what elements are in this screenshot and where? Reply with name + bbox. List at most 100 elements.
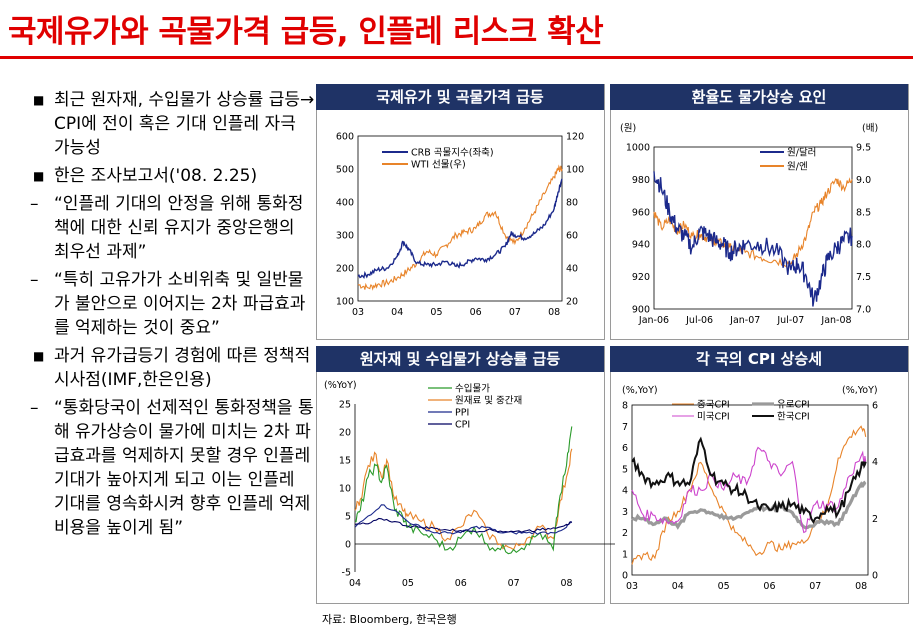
x-tick-label: 06 [470,307,482,318]
bullet-item: – “통화당국이 선제적인 통화정책을 통해 유가상승이 물가에 미치는 2차 파… [30,396,315,540]
y-tick-label: 40 [566,264,578,275]
y-tick-label: 8.5 [856,207,871,218]
y-tick-label: 7.0 [856,305,871,316]
bullet-list: ■ 최근 원자재, 수입물가 상승률 급등→ CPI에 전이 혹은 기대 인플레 … [30,88,315,544]
y-axis-unit: (%YoY) [324,380,357,391]
series-line-0 [631,425,867,565]
y-tick-label: 500 [336,165,354,176]
y-tick-label: 0 [345,540,351,551]
legend-label: 수입물가 [455,383,490,395]
y-tick-label: 1000 [626,143,650,154]
legend-label: WTI 선물(우) [411,160,466,171]
y-tick-label: 300 [336,231,354,242]
x-tick-label: 03 [626,581,638,592]
y-tick-label: 980 [632,175,650,186]
x-tick-label: 07 [509,307,521,318]
y-tick-label: 0 [872,571,878,582]
legend-label: CPI [455,420,470,431]
bullet-text: 과거 유가급등기 경험에 따른 정책적 시사점(IMF,한은인용) [54,346,311,390]
series-line-crb [357,178,563,280]
y-tick-label: 960 [632,207,650,218]
y-tick-label: 6 [872,401,878,412]
x-tick-label: 07 [809,581,821,592]
y-axis-unit-right: (배) [862,123,878,134]
y-tick-label: 10 [339,484,351,495]
y-tick-label: 80 [566,198,578,209]
x-tick-label: 05 [402,578,414,589]
y-tick-label: 120 [566,132,584,143]
legend-label: 원/달러 [787,147,816,159]
x-tick-label: 04 [672,581,684,592]
plot-frame [653,146,853,310]
bullet-marker: ■ [33,169,45,183]
x-tick-label: Jan-08 [820,315,851,326]
y-tick-label: 2 [622,528,628,539]
y-tick-label: 100 [336,297,354,308]
x-tick-label: 05 [718,581,730,592]
y-tick-label: 920 [632,272,650,283]
bullet-text: “특히 고유가가 소비위축 및 일반물가 불안으로 이어지는 2차 파급효과를 … [54,270,306,338]
chart-panel-oil-grain [316,84,605,340]
legend-label: 원/엔 [787,162,808,173]
x-tick-label: 08 [548,307,560,318]
bullet-item: – “특히 고유가가 소비위축 및 일반물가 불안으로 이어지는 2차 파급효과를… [30,268,315,340]
legend-label: 유로CPI [777,400,810,411]
series-line-3 [631,436,867,524]
bullet-marker: ■ [33,349,45,363]
series-line-3 [354,517,573,533]
y-tick-label: 60 [566,231,578,242]
bullet-item: – “인플레 기대의 안정을 위해 통화정책에 대한 신뢰 유지가 중앙은행의 최… [30,192,315,264]
y-tick-label: 7 [622,422,628,433]
y-tick-label: 4 [622,486,628,497]
series-line-won-dollar [653,171,853,307]
y-tick-label: 5 [622,464,628,475]
legend-label: CRB 곡물지수(좌축) [411,148,494,159]
legend-label: 원재료 및 중간재 [455,395,522,407]
y-tick-label: 25 [339,400,351,411]
legend-label: 미국CPI [697,412,730,423]
chart-title: 국제유가 및 곡물가격 급등 [316,84,604,110]
y-tick-label: 7.5 [856,272,871,283]
y-tick-label: 1 [622,549,628,560]
y-tick-label: 9.0 [856,175,871,186]
bullet-text: 한은 조사보고서('08. 2.25) [54,166,258,186]
y-tick-label: 9.5 [856,143,871,154]
x-tick-label: 04 [391,307,403,318]
y-tick-label: 3 [622,507,628,518]
x-tick-label: 03 [352,307,364,318]
plot-frame [357,135,563,302]
y-tick-label: -5 [342,568,351,579]
y-tick-label: 940 [632,240,650,251]
y-tick-label: 8.0 [856,240,871,251]
bullet-marker: ■ [33,93,45,107]
plot-frame [631,404,869,576]
x-tick-label: 08 [560,578,572,589]
bullet-text: 최근 원자재, 수입물가 상승률 급등→ CPI에 전이 혹은 기대 인플레 자… [54,90,315,158]
bullet-item: ■ 한은 조사보고서('08. 2.25) [30,164,315,188]
y-axis-unit-left: (원) [620,123,636,134]
x-tick-label: 04 [349,578,361,589]
y-tick-label: 400 [336,198,354,209]
y-tick-label: 6 [622,443,628,454]
chart-panel-import-prices [316,346,605,604]
series-line-2 [631,446,867,534]
y-tick-label: 0 [622,571,628,582]
chart-title: 각 국의 CPI 상승세 [610,346,908,372]
chart-title: 원자재 및 수입물가 상승률 급등 [316,346,604,372]
x-tick-label: Jan-06 [638,315,669,326]
x-tick-label: 08 [855,581,867,592]
series-line-won-yen [653,177,853,268]
chart-panel-exchange-rate [610,84,909,340]
legend-label: 한국CPI [777,412,810,423]
source-note: 자료: Bloomberg, 한국은행 [322,613,457,626]
bullet-marker: – [30,194,39,214]
y-tick-label: 5 [345,512,351,523]
y-tick-label: 20 [339,428,351,439]
y-axis-unit-left: (%,YoY) [622,385,658,396]
bullet-item: ■ 과거 유가급등기 경험에 따른 정책적 시사점(IMF,한은인용) [30,344,315,392]
y-tick-label: 2 [872,514,878,525]
x-tick-label: Jul-06 [685,315,713,326]
bullet-text: “인플레 기대의 안정을 위해 통화정책에 대한 신뢰 유지가 중앙은행의 최우… [54,194,304,262]
y-tick-label: 15 [339,456,351,467]
